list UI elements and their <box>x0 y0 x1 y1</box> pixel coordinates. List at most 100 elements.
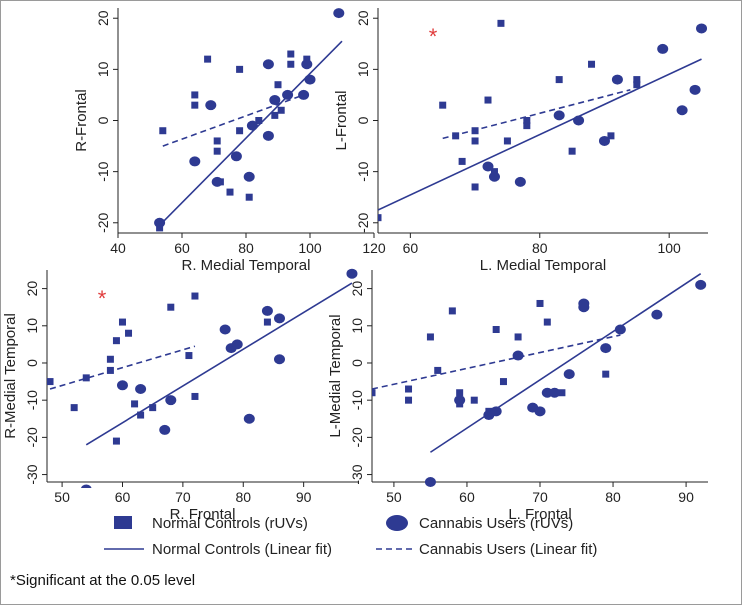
y-tick-label: -10 <box>24 390 40 410</box>
y-tick-label: -10 <box>355 161 371 181</box>
normal-control-point <box>149 404 157 412</box>
normal-control-point <box>499 378 507 386</box>
cannabis-user-point <box>614 324 626 335</box>
x-tick-label: 80 <box>605 489 621 505</box>
normal-control-point <box>633 76 641 84</box>
legend-cannabis-markers-label: Cannabis Users (rUVs) <box>419 515 573 532</box>
normal-control-point <box>70 404 78 412</box>
y-tick-label: 0 <box>355 116 371 124</box>
normal-control-point <box>558 389 566 397</box>
normal-control-point <box>191 292 199 300</box>
legend-normal-markers-label: Normal Controls (rUVs) <box>152 515 308 532</box>
cannabis-fit-line <box>442 89 631 140</box>
normal-control-point <box>514 333 522 341</box>
cannabis-user-point <box>231 339 243 350</box>
normal-control-point <box>405 385 413 393</box>
y-tick-label: 10 <box>24 318 40 334</box>
cannabis-user-point <box>333 8 345 19</box>
x-tick-label: 90 <box>678 489 694 505</box>
x-tick-label: 70 <box>532 489 548 505</box>
legend-cannabis-marker <box>386 515 408 531</box>
normal-control-point <box>213 147 221 155</box>
plot-area <box>47 268 358 488</box>
x-tick-label: 80 <box>235 489 251 505</box>
cannabis-user-point <box>695 279 707 290</box>
plot-area <box>154 8 345 232</box>
cannabis-user-point <box>578 298 590 309</box>
cannabis-user-point <box>304 74 316 85</box>
normal-control-point <box>523 122 531 130</box>
footnote: *Significant at the 0.05 level <box>10 572 196 589</box>
normal-control-point <box>236 65 244 73</box>
x-tick-label: 60 <box>174 240 190 256</box>
normal-control-point <box>448 307 456 315</box>
x-tick-label: 40 <box>110 240 126 256</box>
y-tick-label: -20 <box>349 427 365 447</box>
normal-control-point <box>236 127 244 135</box>
cannabis-user-point <box>298 89 310 100</box>
cannabis-user-point <box>424 477 436 487</box>
cannabis-user-point <box>488 171 500 182</box>
cannabis-user-point <box>689 84 701 95</box>
normal-control-point <box>490 168 498 176</box>
y-tick-label: 20 <box>355 10 371 26</box>
cannabis-user-point <box>116 380 128 391</box>
cannabis-user-point <box>219 324 231 335</box>
legend-normal-marker <box>114 516 132 529</box>
normal-control-point <box>125 329 133 337</box>
x-tick-label: 100 <box>657 240 681 256</box>
normal-control-point <box>47 378 54 386</box>
cannabis-user-point <box>490 406 502 417</box>
panel-4: 50 60 70 80 90 -30 -20 -10 0 10 20 L. Frontal L-Medi… <box>327 270 708 523</box>
cannabis-user-point <box>211 176 223 187</box>
cannabis-user-point <box>482 161 494 172</box>
normal-control-point <box>156 224 164 232</box>
legend-cannabis-fit-label: Cannabis Users (Linear fit) <box>419 541 597 558</box>
normal-control-point <box>303 55 311 63</box>
normal-control-point <box>568 147 576 155</box>
cannabis-user-point <box>534 406 546 417</box>
x-tick-label: 120 <box>362 240 386 256</box>
cannabis-user-point <box>165 395 177 406</box>
y-tick-label: 0 <box>349 359 365 367</box>
cannabis-user-point <box>230 151 242 162</box>
cannabis-user-point <box>262 59 274 70</box>
x-tick-label: 80 <box>238 240 254 256</box>
normal-control-point <box>458 157 466 165</box>
x-tick-label: 60 <box>115 489 131 505</box>
normal-control-point <box>274 81 282 89</box>
x-axis-title: L. Frontal <box>508 506 571 523</box>
cannabis-user-point <box>454 395 466 406</box>
significance-star: * <box>98 286 107 311</box>
y-tick-label: 0 <box>24 359 40 367</box>
x-tick-label: 50 <box>54 489 70 505</box>
normal-fit-line <box>378 58 702 211</box>
normal-control-point <box>287 50 295 58</box>
x-axis-title: R. Frontal <box>170 506 236 523</box>
normal-control-point <box>131 400 139 408</box>
cannabis-user-point <box>273 354 285 365</box>
x-tick-label: 60 <box>403 240 419 256</box>
normal-control-point <box>82 374 90 382</box>
y-tick-label: -10 <box>349 390 365 410</box>
cannabis-user-point <box>80 484 92 488</box>
y-axis-title: L-Medial Temporal <box>327 314 344 437</box>
normal-control-point <box>106 355 114 363</box>
normal-control-point <box>185 352 193 360</box>
cannabis-user-point <box>563 369 575 380</box>
normal-control-point <box>588 60 596 68</box>
cannabis-user-point <box>243 171 255 182</box>
cannabis-user-point <box>243 413 255 424</box>
cannabis-user-point <box>346 268 358 279</box>
normal-control-point <box>471 137 479 145</box>
normal-fit-line <box>429 273 702 453</box>
normal-control-point <box>378 214 382 222</box>
x-tick-label: 70 <box>175 489 191 505</box>
x-tick-label: 60 <box>459 489 475 505</box>
normal-control-point <box>255 117 263 124</box>
plot-area <box>378 19 708 222</box>
normal-control-point <box>523 117 531 124</box>
